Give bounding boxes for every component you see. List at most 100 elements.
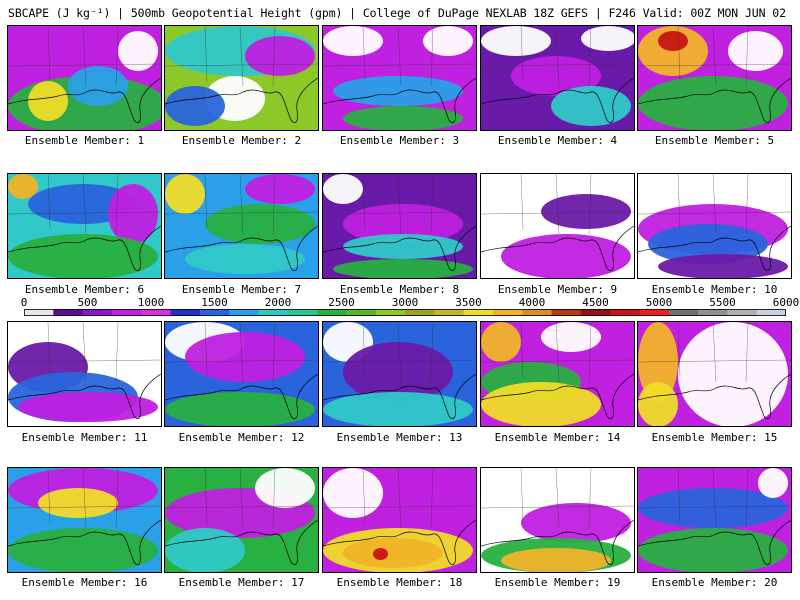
state-borders [8,468,161,529]
colorbar-segment [375,309,406,316]
cape-field-map [165,468,318,572]
state-borders [481,174,634,235]
colorbar-segment [727,309,758,316]
cape-contour-region [185,244,305,274]
cape-contour-region [758,468,788,498]
cape-contour-region [638,488,788,528]
cape-contour-region [541,322,601,352]
cape-field-map [638,322,791,426]
cape-field-map [8,322,161,426]
colorbar-segment [141,309,172,316]
cape-field-map [638,26,791,130]
colorbar-tick-label: 3000 [391,296,419,309]
colorbar-segment [111,309,142,316]
cape-contour-region [323,26,383,56]
cape-contour-region [205,204,315,244]
cape-contour-region [343,234,463,259]
colorbar-tick-label: 3500 [455,296,482,309]
colorbar-segment [522,309,553,316]
colorbar-segment [82,309,113,316]
ensemble-member-label: Ensemble Member: 1 [24,134,145,147]
cape-contour-region [501,234,631,278]
ensemble-member-label: Ensemble Member: 16 [21,576,148,589]
cape-contour-region [638,76,788,130]
cape-contour-region [343,106,463,130]
ensemble-member-map [322,321,477,427]
colorbar-segment [229,309,259,316]
colorbar-tick-label: 2500 [328,296,355,309]
cape-contour-region [511,56,601,96]
cape-contour-region [728,31,783,71]
colorbar-tick-label: 2000 [264,296,292,309]
coastline [165,77,318,124]
cape-field-map [481,26,634,130]
ensemble-member-label: Ensemble Member: 3 [339,134,460,147]
cape-contour-region [245,174,315,204]
ensemble-member-map [637,321,792,427]
cape-contour-region [333,259,473,278]
colorbar-segment [698,309,728,316]
state-borders [638,26,791,87]
colorbar-segment [639,309,670,316]
ensemble-member-label: Ensemble Member: 7 [181,283,302,296]
cape-field-map [323,174,476,278]
colorbar-segment [551,309,582,316]
coastline [481,519,634,566]
chart-title: SBCAPE (J kg⁻¹) | 500mb Geopotential Hei… [8,6,792,20]
cape-contour-region [481,382,601,426]
cape-contour-region [245,36,315,76]
cape-contour-region [521,503,631,543]
colorbar-tick-label: 0 [20,296,28,309]
ensemble-member-map [637,467,792,573]
cape-contour-region [165,86,225,126]
cape-contour-region [343,538,443,568]
cape-field-map [8,468,161,572]
coastline [481,225,634,272]
cape-field-map [165,26,318,130]
state-borders [165,26,318,87]
ensemble-member-label: Ensemble Member: 9 [497,283,618,296]
cape-field-map [8,26,161,130]
cape-field-map [323,26,476,130]
ensemble-member-label: Ensemble Member: 19 [494,576,621,589]
coastline [165,373,318,420]
cape-contour-region [638,382,678,426]
cape-contour-region [423,26,473,56]
cape-contour-region [38,488,118,518]
cape-field-map [481,322,634,426]
state-borders [481,322,634,383]
ensemble-member-label: Ensemble Member: 14 [494,431,621,444]
coastline [481,373,634,420]
state-borders [323,174,476,235]
ensemble-member-map [637,173,792,279]
ensemble-member-map [7,467,162,573]
colorbar-tick-label: 5500 [709,296,736,309]
coastline [638,225,791,272]
colorbar-tick-label: 1000 [137,296,165,309]
cape-contour-region [343,204,463,244]
colorbar-tick-label: 4500 [582,296,609,309]
cape-contour-region [8,528,158,572]
ensemble-member-label: Ensemble Member: 8 [339,283,460,296]
cape-contour-region [333,76,463,106]
colorbar-tick-label: 1500 [201,296,228,309]
cape-contour-region [658,31,688,51]
cape-contour-region [185,332,305,382]
cape-contour-region [8,234,158,278]
cape-contour-region [638,528,788,572]
cape-contour-region [648,224,768,264]
cape-contour-region [68,66,128,106]
coastline [323,373,476,420]
coastline [165,225,318,272]
colorbar-segment [610,309,640,316]
colorbar-tick-label: 6000 [772,296,800,309]
colorbar-segment [24,309,54,316]
colorbar-tick-label: 5000 [645,296,673,309]
colorbar-tick-label: 500 [77,296,98,309]
ensemble-member-map [322,25,477,131]
colorbar-segment [463,309,494,316]
coastline [8,77,161,124]
colorbar-segment [258,309,289,316]
ensemble-member-label: Ensemble Member: 6 [24,283,145,296]
state-borders [165,322,318,383]
